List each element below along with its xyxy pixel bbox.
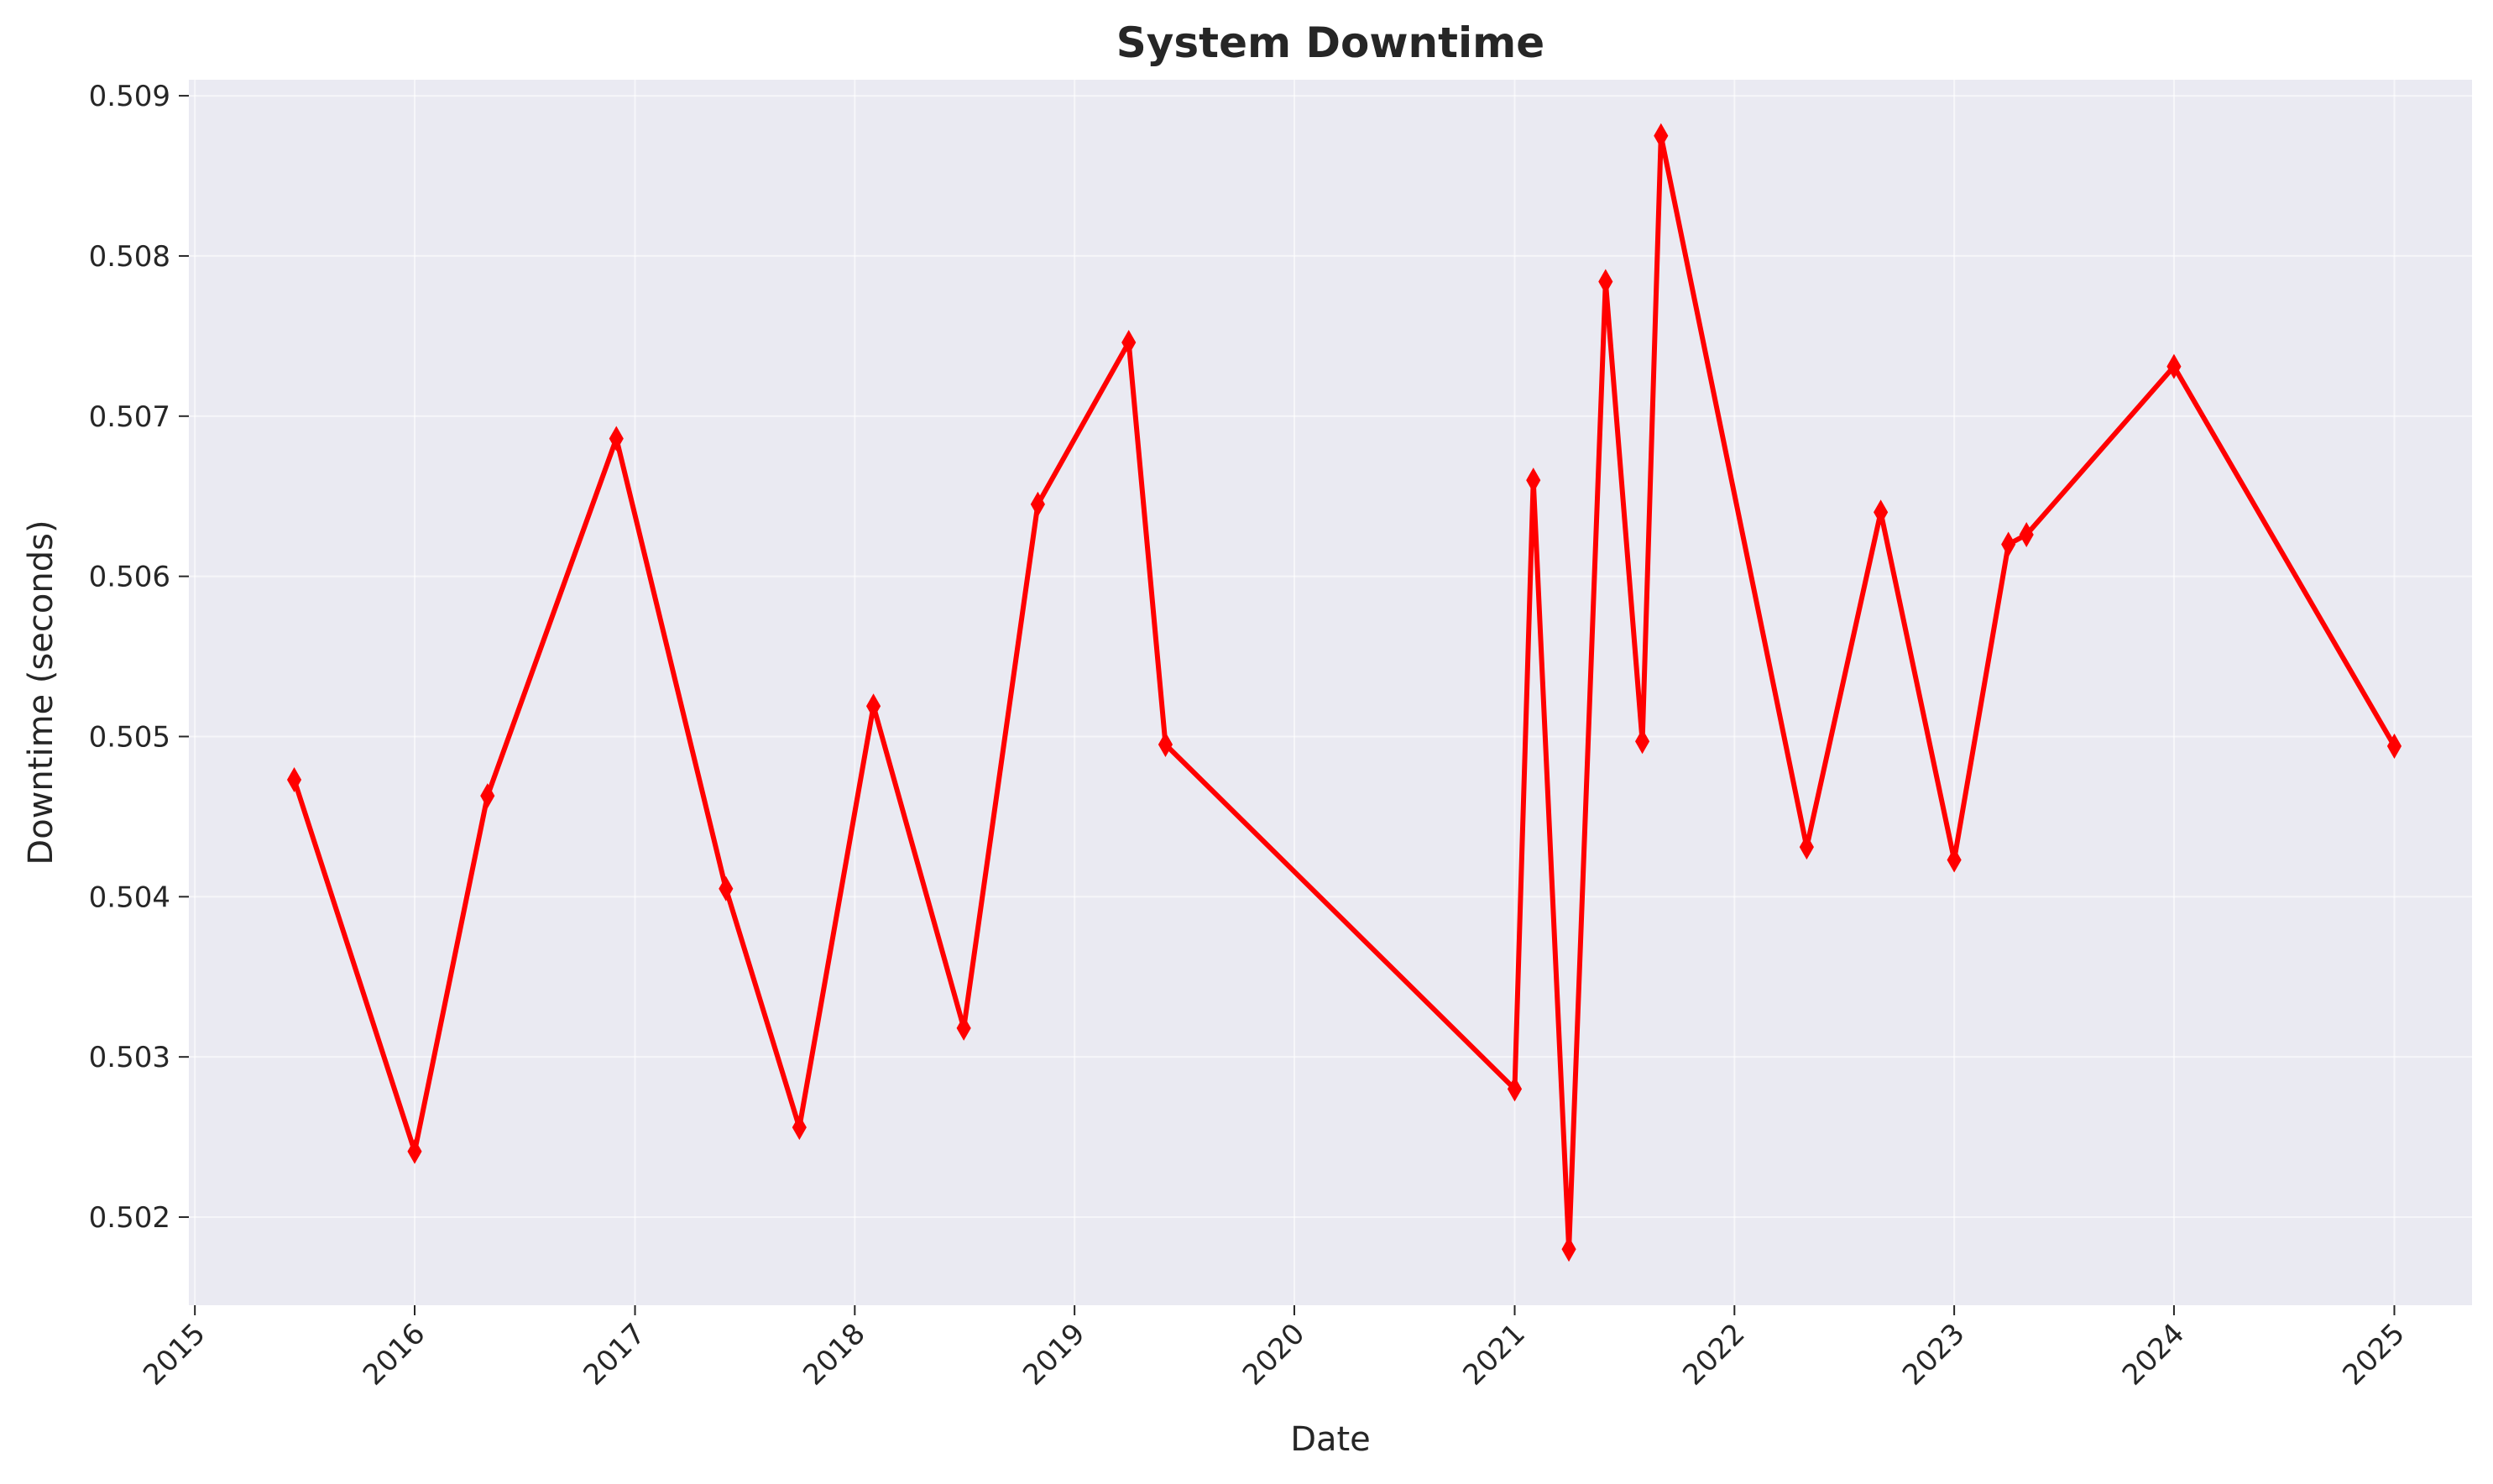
data-point-marker xyxy=(1874,499,1889,525)
data-point-marker xyxy=(2019,522,2034,548)
y-tick-label: 0.506 xyxy=(89,561,170,594)
x-tick-label: 2021 xyxy=(1456,1317,1531,1392)
x-tick-label: 2022 xyxy=(1676,1317,1751,1392)
data-point-marker xyxy=(956,1015,971,1041)
y-tick-label: 0.507 xyxy=(89,400,170,434)
y-tick-label: 0.503 xyxy=(89,1041,170,1074)
x-tick-label: 2023 xyxy=(1896,1317,1971,1392)
data-point-marker xyxy=(609,426,624,452)
data-point-marker xyxy=(792,1115,807,1141)
y-tick-label: 0.505 xyxy=(89,720,170,754)
data-point-marker xyxy=(1947,847,1962,873)
x-tick-label: 2017 xyxy=(577,1317,651,1392)
x-tick-label: 2025 xyxy=(2336,1317,2411,1392)
data-point-marker xyxy=(1507,1076,1523,1102)
data-point-marker xyxy=(480,783,495,809)
x-tick-label: 2018 xyxy=(797,1317,871,1392)
x-axis-label: Date xyxy=(1290,1420,1371,1459)
chart-title: System Downtime xyxy=(1116,18,1544,67)
data-point-marker xyxy=(1598,269,1613,295)
series-group xyxy=(286,123,2402,1262)
data-point-marker xyxy=(407,1138,422,1164)
data-point-marker xyxy=(2386,733,2402,759)
grid xyxy=(189,80,2472,1305)
data-point-marker xyxy=(1158,732,1173,758)
x-tick-label: 2016 xyxy=(357,1317,431,1392)
y-tick-label: 0.508 xyxy=(89,240,170,274)
y-tick-label: 0.502 xyxy=(89,1201,170,1235)
data-point-marker xyxy=(2001,531,2016,557)
data-point-marker xyxy=(1121,329,1137,356)
data-point-marker xyxy=(2166,353,2182,379)
series-line xyxy=(291,133,2397,1252)
data-point-marker xyxy=(1526,468,1541,494)
data-point-marker xyxy=(1799,834,1814,860)
x-tick-label: 2020 xyxy=(1236,1317,1311,1392)
data-point-marker xyxy=(1561,1236,1576,1262)
data-point-marker xyxy=(286,767,302,793)
data-point-marker xyxy=(1634,729,1650,755)
data-point-marker xyxy=(1654,123,1669,149)
x-tick-label: 2019 xyxy=(1017,1317,1091,1392)
x-tick-label: 2024 xyxy=(2116,1317,2191,1392)
data-point-marker xyxy=(865,693,881,719)
y-tick-label: 0.504 xyxy=(89,880,170,914)
y-axis-label: Downtime (seconds) xyxy=(22,520,60,865)
data-point-marker xyxy=(719,875,734,901)
data-point-marker xyxy=(1030,491,1045,517)
plot-area xyxy=(189,80,2472,1305)
y-tick-label: 0.509 xyxy=(89,80,170,113)
x-tick-label: 2015 xyxy=(137,1317,212,1392)
